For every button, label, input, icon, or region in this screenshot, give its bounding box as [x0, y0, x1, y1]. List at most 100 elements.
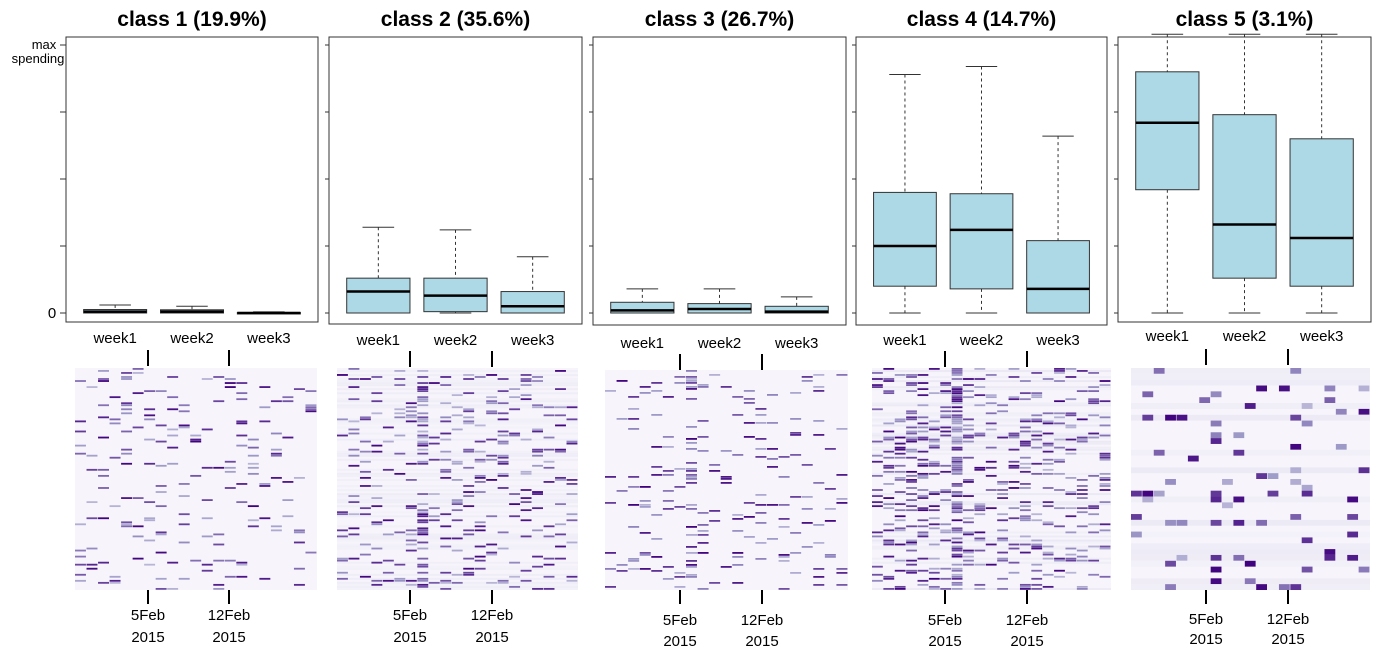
heatmap-cell	[1088, 474, 1100, 477]
heatmap-cell	[440, 571, 452, 574]
heatmap-cell	[951, 440, 963, 443]
heatmap-row	[1131, 496, 1370, 503]
heatmap-cell	[824, 508, 836, 510]
y-axis-max-label-2: spending	[12, 51, 65, 66]
heatmap-cell	[951, 563, 963, 566]
heatmap-cell	[686, 534, 697, 536]
heatmap-cell	[963, 509, 974, 512]
heatmap-cell	[178, 495, 190, 497]
heatmap-cell	[662, 446, 674, 448]
heatmap-cell	[451, 406, 463, 409]
heatmap-cell	[951, 509, 963, 512]
heatmap-cell	[405, 406, 417, 409]
heatmap-cell	[371, 376, 383, 378]
heatmap-cell	[405, 549, 417, 552]
heatmap-cell	[201, 569, 213, 572]
heatmap-row	[1131, 554, 1370, 561]
heatmap-cell	[463, 529, 475, 532]
heatmap-cell	[1054, 370, 1065, 372]
heatmap-cell	[767, 448, 778, 450]
heatmap-row	[337, 468, 578, 471]
heatmap-cell	[1065, 412, 1077, 415]
heatmap-cell	[451, 428, 463, 431]
heatmap-cell	[917, 531, 929, 534]
heatmap-cell	[1165, 414, 1176, 421]
heatmap-cell	[651, 556, 663, 558]
heatmap-cell	[405, 579, 417, 582]
heatmap-cell	[906, 487, 917, 489]
heatmap-cell	[824, 554, 836, 556]
heatmap-cell	[1347, 514, 1359, 520]
heatmap-cell	[520, 569, 532, 572]
heatmap-cell	[1065, 557, 1077, 560]
heatmap-cell	[974, 505, 986, 508]
heatmap-cell	[359, 476, 371, 479]
heatmap-cell	[951, 519, 963, 522]
heatmap-cell	[1088, 559, 1100, 562]
heatmap-cell	[1165, 479, 1176, 485]
heatmap-cell	[974, 432, 986, 435]
heatmap-cell	[824, 488, 836, 490]
heatmap-cell	[1076, 485, 1088, 487]
heatmap-cell	[497, 547, 509, 550]
heatmap-cell	[566, 575, 578, 578]
heatmap-cell	[883, 438, 895, 441]
heatmap-cell	[486, 374, 498, 376]
heatmap-cell	[497, 434, 509, 437]
date-tick-label: 5Feb	[1189, 611, 1223, 628]
heatmap-cell	[463, 392, 475, 395]
heatmap-cell	[428, 581, 440, 584]
heatmap-cell	[951, 583, 963, 586]
heatmap-cell	[778, 518, 790, 520]
heatmap-cell	[836, 498, 848, 500]
panel-title: class 3 (26.7%)	[645, 8, 794, 31]
x-tick-label-week2: week2	[1222, 328, 1266, 345]
heatmap-cell	[755, 448, 767, 450]
heatmap-cell	[121, 462, 133, 465]
iqr-box	[873, 191, 937, 287]
heatmap-cell	[697, 524, 709, 526]
heatmap-cell	[940, 539, 952, 542]
heatmap-cell	[1008, 543, 1020, 546]
heatmap-cell	[605, 502, 616, 504]
heatmap-cell	[486, 410, 498, 413]
heatmap-cell	[951, 410, 963, 413]
heatmap-cell	[1008, 487, 1020, 489]
heatmap-cell	[1324, 397, 1336, 404]
heatmap-cell	[951, 549, 963, 552]
x-tick-label-week1: week1	[356, 332, 400, 349]
heatmap-cell	[1065, 438, 1077, 441]
heatmap-cell	[1031, 418, 1043, 421]
heatmap-cell	[985, 489, 997, 491]
heatmap-cell	[883, 587, 895, 590]
heatmap-cell	[1076, 585, 1088, 588]
heatmap-cell	[1031, 545, 1043, 548]
heatmap-row	[337, 458, 578, 461]
heatmap-cell	[86, 501, 98, 504]
heatmap-cell	[463, 533, 475, 536]
heatmap-cell	[997, 513, 1009, 516]
heatmap-cell	[75, 573, 86, 576]
heatmap-cell	[917, 436, 929, 439]
heatmap-cell	[1031, 446, 1043, 449]
heatmap-cell	[566, 541, 578, 544]
heatmap-cell	[451, 503, 463, 506]
heatmap-cell	[224, 487, 236, 489]
heatmap-cell	[894, 527, 906, 530]
heatmap-cell	[555, 545, 566, 548]
heatmap-cell	[928, 523, 940, 526]
heatmap-cell	[532, 380, 543, 382]
heatmap-cell	[282, 396, 294, 399]
heatmap-cell	[1278, 385, 1290, 392]
heatmap-cell	[883, 497, 895, 499]
heatmap-cell	[1347, 554, 1359, 561]
heatmap-cell	[144, 539, 156, 542]
heatmap-cell	[348, 368, 360, 370]
heatmap-cell	[282, 515, 294, 518]
panel-title: class 2 (35.6%)	[381, 8, 530, 31]
heatmap-cell	[520, 472, 532, 475]
heatmap-cell	[928, 587, 940, 590]
heatmap-cell	[359, 553, 371, 556]
heatmap-cell	[674, 506, 686, 508]
heatmap-cell	[997, 577, 1009, 580]
